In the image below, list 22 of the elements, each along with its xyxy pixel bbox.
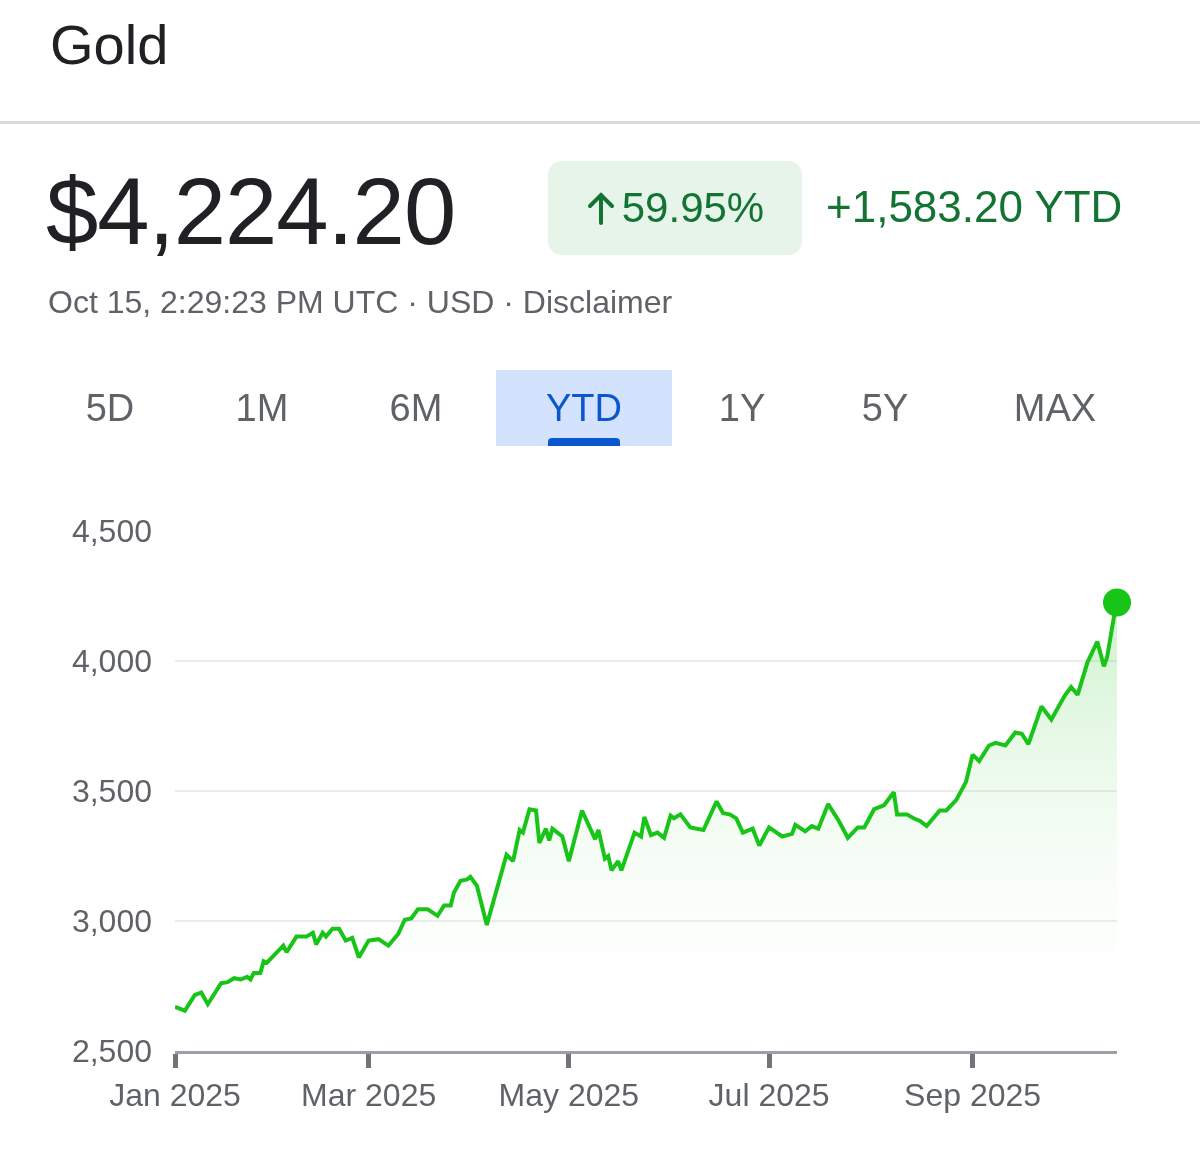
x-tick-label: Sep 2025: [904, 1077, 1042, 1114]
y-tick-label: 4,000: [71, 643, 152, 680]
y-tick-label: 4,500: [71, 513, 152, 550]
y-tick-label: 3,000: [71, 903, 152, 940]
chart-subtitle: Oct 15, 2:29:23 PM UTC · USD · Disclaimer: [48, 284, 673, 321]
text: +1,583.20 YTD: [826, 182, 1123, 232]
x-tick-label: Jan 2025: [109, 1077, 241, 1114]
text: $4,224.20: [46, 158, 456, 266]
chart-title: Gold: [50, 12, 169, 77]
text: YTD: [496, 370, 672, 446]
x-tick-label: May 2025: [498, 1077, 640, 1114]
x-tick-label: Mar 2025: [301, 1077, 437, 1114]
text: 5Y: [860, 385, 910, 431]
text: 1Y: [717, 385, 767, 431]
text: 5D: [84, 385, 136, 431]
x-tick-label: Jul 2025: [708, 1077, 830, 1114]
y-tick-label: 3,500: [71, 773, 152, 810]
text: 59.95%: [621, 184, 765, 232]
text: 1M: [234, 385, 290, 431]
text: 6M: [388, 385, 444, 431]
y-tick-label: 2,500: [71, 1033, 152, 1070]
text: MAX: [1012, 385, 1098, 431]
